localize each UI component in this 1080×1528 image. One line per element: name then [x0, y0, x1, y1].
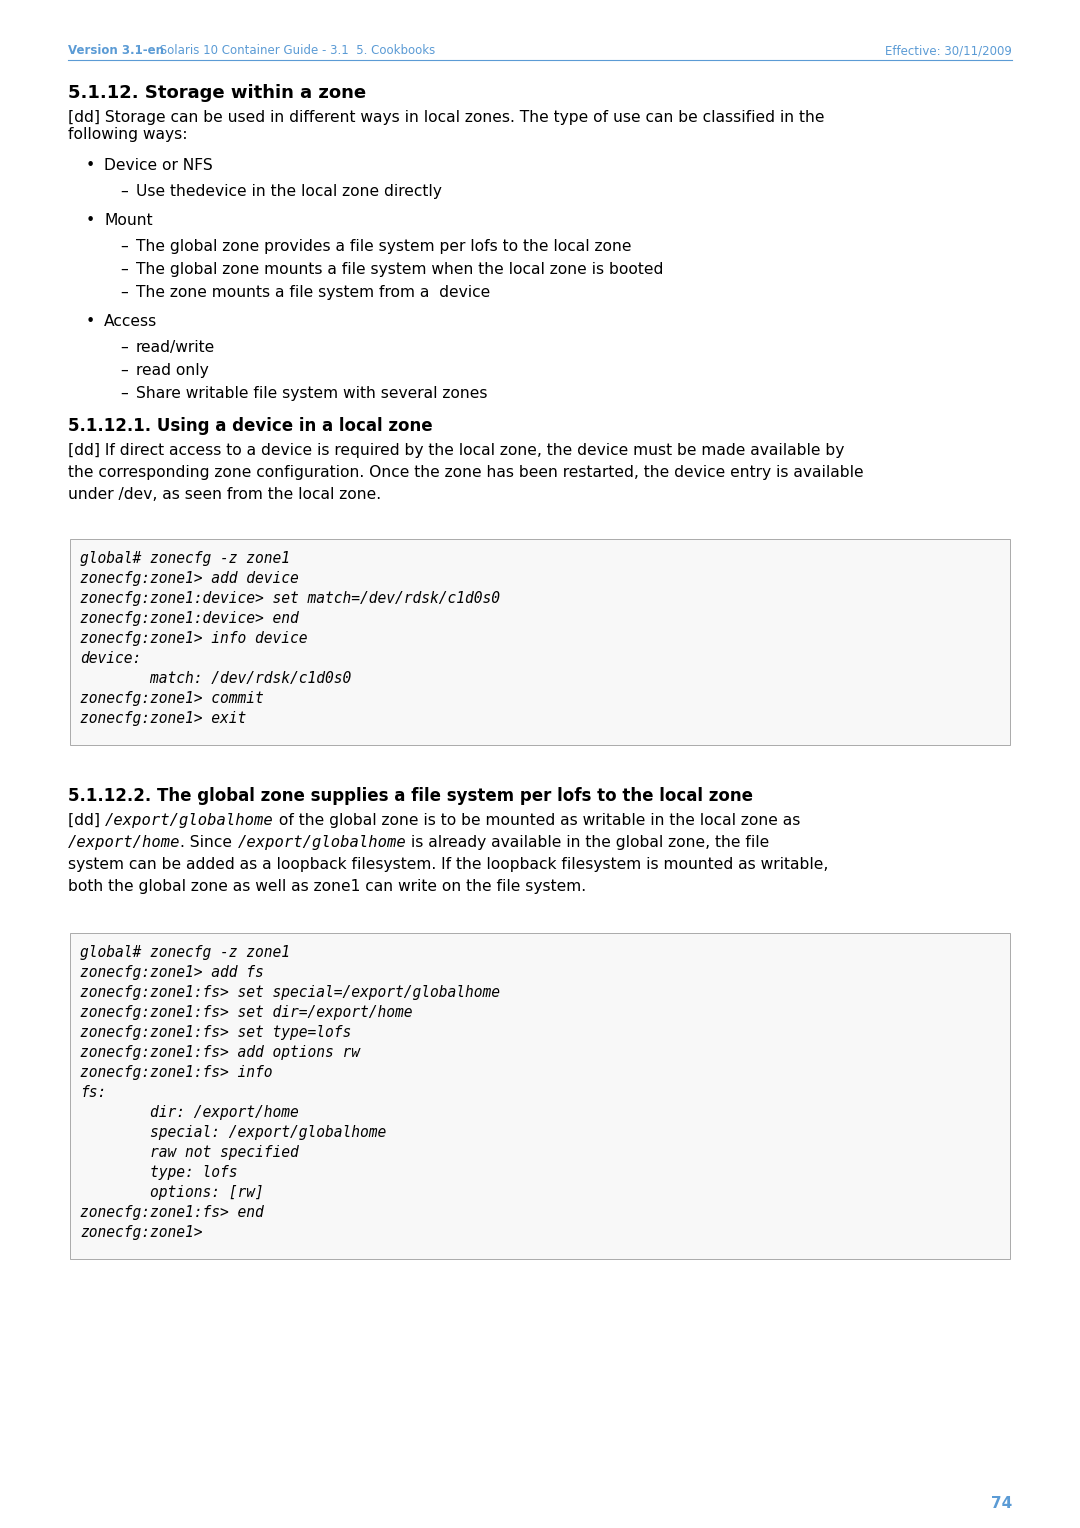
Text: –: – [120, 364, 127, 377]
Text: raw not specified: raw not specified [80, 1144, 299, 1160]
Text: zonecfg:zone1:device> set match=/dev/rdsk/c1d0s0: zonecfg:zone1:device> set match=/dev/rds… [80, 591, 500, 607]
Text: system can be added as a loopback filesystem. If the loopback filesystem is moun: system can be added as a loopback filesy… [68, 857, 828, 872]
Text: both the global zone as well as zone1 can write on the file system.: both the global zone as well as zone1 ca… [68, 879, 586, 894]
Text: [dd] If direct access to a device is required by the local zone, the device must: [dd] If direct access to a device is req… [68, 443, 845, 458]
Text: /export/home: /export/home [68, 834, 180, 850]
Text: /export/globalhome: /export/globalhome [105, 813, 273, 828]
Text: global# zonecfg -z zone1: global# zonecfg -z zone1 [80, 552, 291, 565]
Text: Device or NFS: Device or NFS [104, 157, 213, 173]
Text: Access: Access [104, 313, 158, 329]
Text: Mount: Mount [104, 212, 152, 228]
Text: Effective: 30/11/2009: Effective: 30/11/2009 [886, 44, 1012, 57]
Text: . Since: . Since [180, 834, 238, 850]
Text: type: lofs: type: lofs [80, 1164, 238, 1180]
Text: zonecfg:zone1> info device: zonecfg:zone1> info device [80, 631, 308, 646]
Text: read/write: read/write [136, 341, 215, 354]
Text: –: – [120, 387, 127, 400]
Text: •: • [86, 157, 95, 173]
Text: the corresponding zone configuration. Once the zone has been restarted, the devi: the corresponding zone configuration. On… [68, 465, 864, 480]
Text: zonecfg:zone1:fs> set type=lofs: zonecfg:zone1:fs> set type=lofs [80, 1025, 351, 1041]
Text: global# zonecfg -z zone1: global# zonecfg -z zone1 [80, 944, 291, 960]
Text: 5.1.12. Storage within a zone: 5.1.12. Storage within a zone [68, 84, 366, 102]
Text: of the global zone is to be mounted as writable in the local zone as: of the global zone is to be mounted as w… [273, 813, 800, 828]
Text: options: [rw]: options: [rw] [80, 1186, 264, 1199]
Text: zonecfg:zone1> exit: zonecfg:zone1> exit [80, 711, 246, 726]
Text: zonecfg:zone1:fs> set dir=/export/home: zonecfg:zone1:fs> set dir=/export/home [80, 1005, 413, 1021]
Text: •: • [86, 212, 95, 228]
Text: is already available in the global zone, the file: is already available in the global zone,… [406, 834, 769, 850]
Text: –: – [120, 238, 127, 254]
Text: Version 3.1-en: Version 3.1-en [68, 44, 164, 57]
Text: special: /export/globalhome: special: /export/globalhome [80, 1125, 387, 1140]
Text: zonecfg:zone1:fs> info: zonecfg:zone1:fs> info [80, 1065, 272, 1080]
Text: 5.1.12.2. The global zone supplies a file system per lofs to the local zone: 5.1.12.2. The global zone supplies a fil… [68, 787, 753, 805]
Text: zonecfg:zone1:fs> end: zonecfg:zone1:fs> end [80, 1206, 264, 1219]
Text: Use thedevice in the local zone directly: Use thedevice in the local zone directly [136, 183, 442, 199]
Text: zonecfg:zone1> commit: zonecfg:zone1> commit [80, 691, 264, 706]
Text: match: /dev/rdsk/c1d0s0: match: /dev/rdsk/c1d0s0 [80, 671, 351, 686]
Text: zonecfg:zone1>: zonecfg:zone1> [80, 1225, 203, 1241]
Text: 74: 74 [990, 1496, 1012, 1511]
Text: zonecfg:zone1:fs> set special=/export/globalhome: zonecfg:zone1:fs> set special=/export/gl… [80, 986, 500, 999]
Text: zonecfg:zone1:fs> add options rw: zonecfg:zone1:fs> add options rw [80, 1045, 360, 1060]
Text: –: – [120, 261, 127, 277]
Text: [dd] Storage can be used in different ways in local zones. The type of use can b: [dd] Storage can be used in different wa… [68, 110, 824, 125]
Text: /export/globalhome: /export/globalhome [238, 834, 406, 850]
FancyBboxPatch shape [70, 934, 1010, 1259]
Text: following ways:: following ways: [68, 127, 188, 142]
FancyBboxPatch shape [70, 539, 1010, 746]
Text: –: – [120, 286, 127, 299]
Text: The zone mounts a file system from a  device: The zone mounts a file system from a dev… [136, 286, 490, 299]
Text: –: – [120, 341, 127, 354]
Text: The global zone provides a file system per lofs to the local zone: The global zone provides a file system p… [136, 238, 632, 254]
Text: zonecfg:zone1> add device: zonecfg:zone1> add device [80, 571, 299, 587]
Text: –: – [120, 183, 127, 199]
Text: under /dev, as seen from the local zone.: under /dev, as seen from the local zone. [68, 487, 381, 503]
Text: zonecfg:zone1> add fs: zonecfg:zone1> add fs [80, 966, 264, 979]
Text: dir: /export/home: dir: /export/home [80, 1105, 299, 1120]
Text: 5.1.12.1. Using a device in a local zone: 5.1.12.1. Using a device in a local zone [68, 417, 433, 435]
Text: [dd]: [dd] [68, 813, 105, 828]
Text: zonecfg:zone1:device> end: zonecfg:zone1:device> end [80, 611, 299, 626]
Text: device:: device: [80, 651, 141, 666]
Text: •: • [86, 313, 95, 329]
Text: Share writable file system with several zones: Share writable file system with several … [136, 387, 487, 400]
Text: read only: read only [136, 364, 208, 377]
Text: The global zone mounts a file system when the local zone is booted: The global zone mounts a file system whe… [136, 261, 663, 277]
Text: fs:: fs: [80, 1085, 106, 1100]
Text: Solaris 10 Container Guide - 3.1  5. Cookbooks: Solaris 10 Container Guide - 3.1 5. Cook… [156, 44, 435, 57]
